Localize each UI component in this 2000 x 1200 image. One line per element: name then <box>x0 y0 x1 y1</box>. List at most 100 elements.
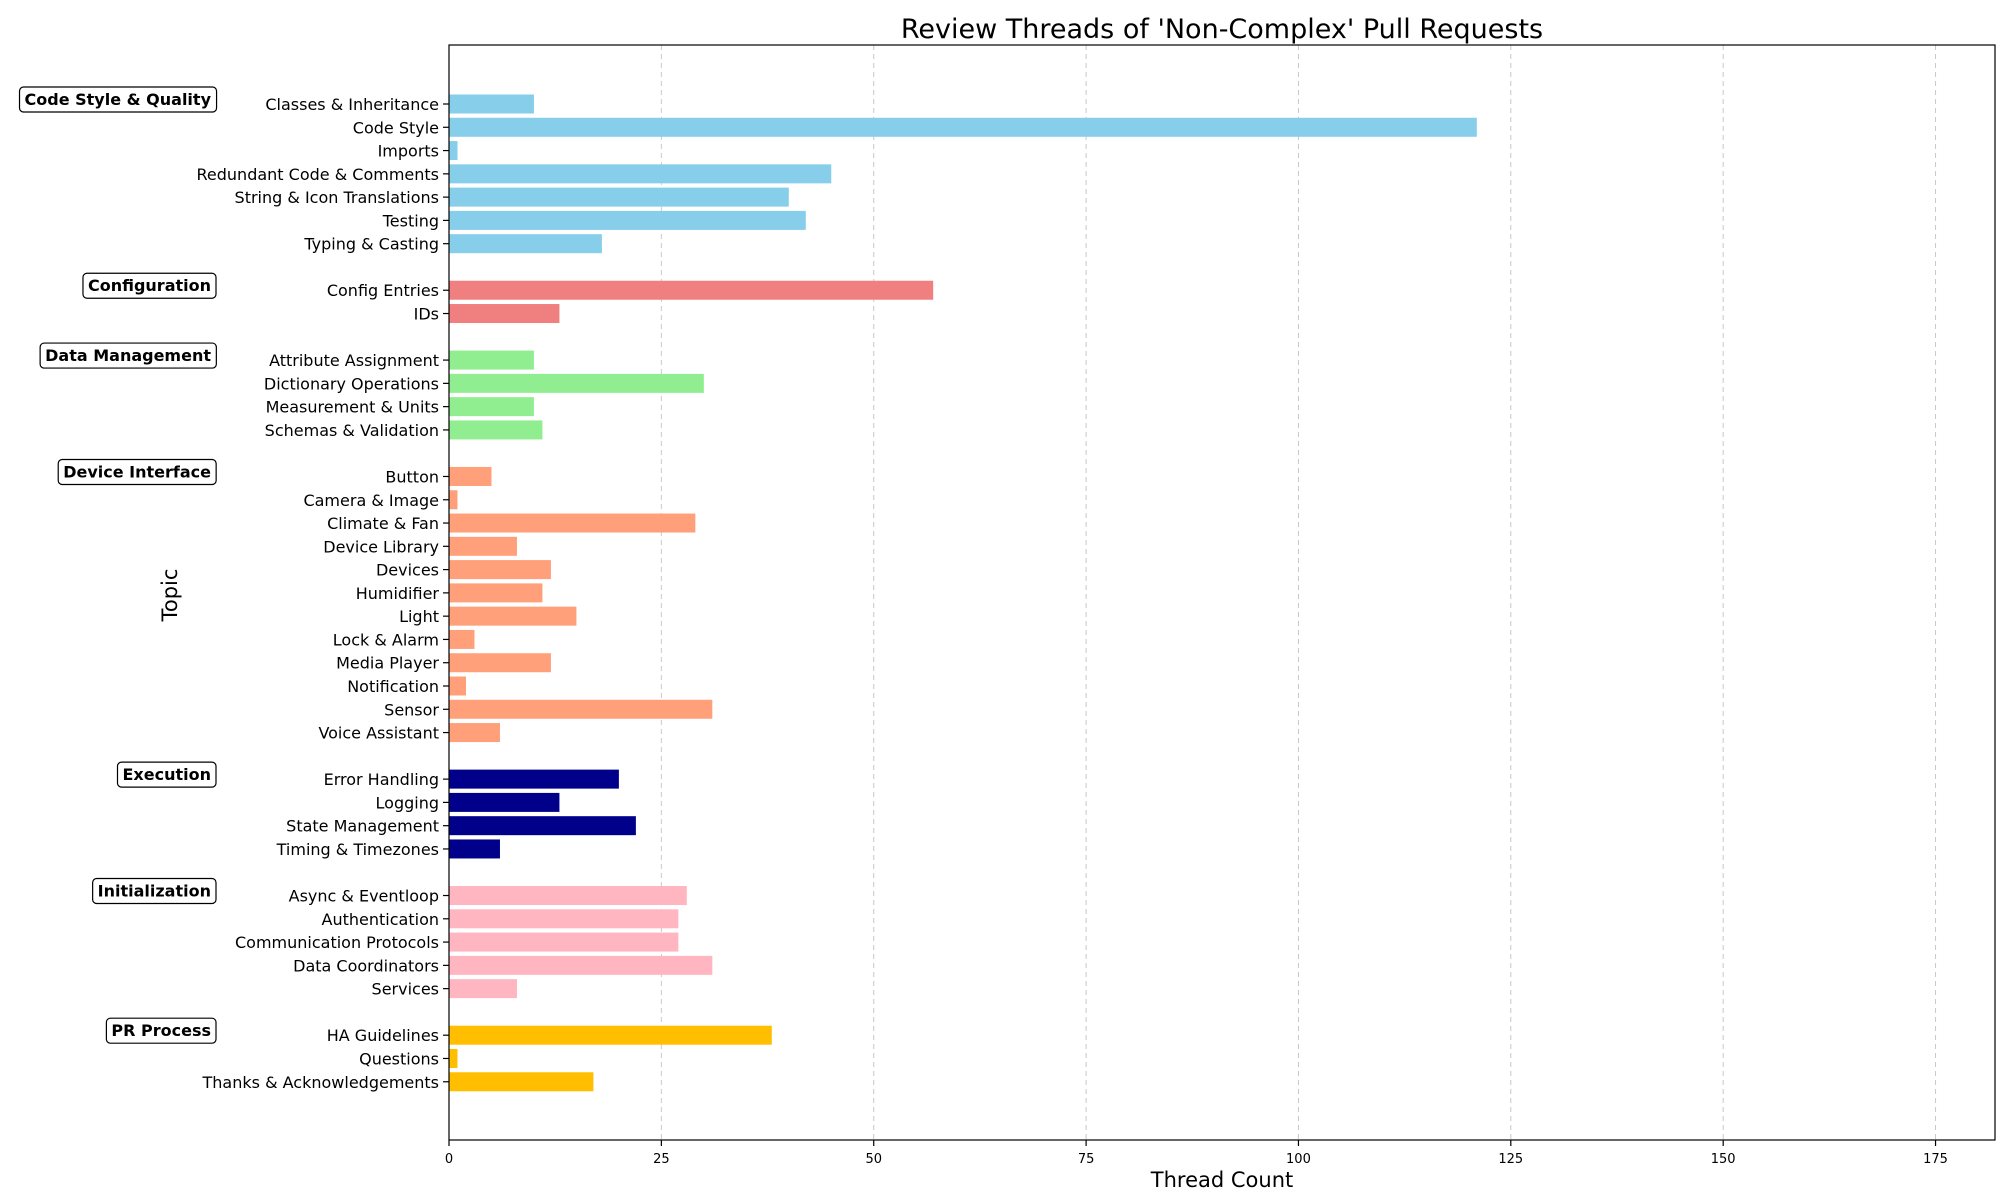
topic-label: Error Handling <box>324 770 439 789</box>
topic-label: Notification <box>347 677 439 696</box>
bar <box>449 536 517 556</box>
bar <box>449 909 679 929</box>
topic-label: Humidifier <box>356 584 440 603</box>
gridlines <box>660 45 1937 1140</box>
bar <box>449 979 517 999</box>
chart-title: Review Threads of 'Non-Complex' Pull Req… <box>901 14 1543 45</box>
bar <box>449 490 458 510</box>
bar <box>449 1048 458 1068</box>
topic-label: Testing <box>382 211 439 230</box>
topic-label: Attribute Assignment <box>269 351 439 370</box>
topic-label: Thanks & Acknowledgements <box>202 1073 439 1092</box>
group-label: Configuration <box>88 276 211 295</box>
topic-label: Timing & Timezones <box>276 840 439 859</box>
topic-label: Sensor <box>384 700 439 719</box>
bar <box>449 792 560 812</box>
bar <box>449 629 475 649</box>
x-ticks: 0 25 50 75 100 125 150 175 <box>445 1140 1948 1167</box>
bar <box>449 94 534 114</box>
bar <box>449 1072 594 1092</box>
topic-label: Imports <box>378 142 439 161</box>
topic-label: Camera & Image <box>303 491 439 510</box>
bar <box>449 1025 772 1045</box>
topic-label: Voice Assistant <box>318 724 439 743</box>
group-label-box <box>116 761 217 788</box>
topic-label: Questions <box>359 1049 439 1068</box>
bar <box>449 606 577 626</box>
topic-label: Communication Protocols <box>235 933 439 952</box>
x-tick-label: 175 <box>1923 1152 1948 1167</box>
bar <box>449 955 713 975</box>
bar <box>449 373 704 393</box>
topic-label: HA Guidelines <box>327 1026 439 1045</box>
bar <box>449 653 551 673</box>
topic-label: Code Style <box>353 118 439 137</box>
topic-label: Media Player <box>336 654 439 673</box>
group-label: Code Style & Quality <box>25 90 212 109</box>
bar <box>449 723 500 743</box>
group-label-box <box>39 342 217 369</box>
topic-label: Schemas & Validation <box>265 421 439 440</box>
x-tick-label: 0 <box>445 1152 453 1167</box>
topic-label: Data Coordinators <box>293 956 439 975</box>
topic-label: Config Entries <box>327 281 439 300</box>
x-axis-label: Thread Count <box>1150 1168 1293 1192</box>
bar <box>449 420 543 440</box>
group-labels: Code Style & Quality Configuration Data Ma… <box>18 86 218 1044</box>
bar <box>449 513 696 533</box>
bar <box>449 932 679 952</box>
topic-label: Authentication <box>322 910 439 929</box>
group-label-box <box>92 877 217 905</box>
y-axis-label: Topic <box>158 569 182 623</box>
bar <box>449 141 458 161</box>
bar <box>449 560 551 580</box>
group-label-box <box>18 86 218 113</box>
topic-label: Dictionary Operations <box>264 374 439 393</box>
topic-label: Services <box>372 980 439 999</box>
bar <box>449 187 789 207</box>
x-tick-label: 50 <box>865 1152 882 1167</box>
topic-label: Typing & Casting <box>303 235 439 254</box>
x-tick-label: 75 <box>1078 1152 1095 1167</box>
group-label-box <box>105 1017 217 1044</box>
topic-label: State Management <box>286 817 439 836</box>
topic-label: IDs <box>414 305 439 324</box>
bar <box>449 397 534 417</box>
x-tick-label: 150 <box>1711 1152 1736 1167</box>
topic-label: Logging <box>376 793 439 812</box>
x-tick-label: 125 <box>1498 1152 1523 1167</box>
x-tick-label: 100 <box>1286 1152 1311 1167</box>
topic-label: Light <box>399 607 439 626</box>
topic-labels: Classes & Inheritance Code Style Imports Re… <box>197 95 449 1092</box>
group-label-box <box>82 272 217 299</box>
group-label: Device Interface <box>63 462 211 481</box>
bar <box>449 466 492 486</box>
x-tick-label: 25 <box>653 1152 670 1167</box>
topic-label: Lock & Alarm <box>333 630 439 649</box>
topic-label: Measurement & Units <box>266 398 439 417</box>
group-label-box <box>57 458 217 486</box>
topic-label: String & Icon Translations <box>235 188 439 207</box>
bar <box>449 210 806 230</box>
group-label: Data Management <box>45 346 211 365</box>
group-label: PR Process <box>111 1021 211 1040</box>
topic-label: Climate & Fan <box>327 514 439 533</box>
bar <box>449 350 534 370</box>
bar <box>449 769 619 789</box>
bar <box>449 164 832 184</box>
bar <box>449 280 934 300</box>
group-label: Initialization <box>98 882 211 901</box>
bar <box>449 886 687 906</box>
bar <box>449 676 466 696</box>
bar <box>449 816 636 836</box>
bar <box>449 699 713 719</box>
topic-label: Async & Eventloop <box>289 887 439 906</box>
bar <box>449 583 543 603</box>
bar <box>449 117 1477 137</box>
bar <box>449 234 602 254</box>
topic-label: Device Library <box>323 537 439 556</box>
plot-frame <box>448 44 1996 1141</box>
group-label: Execution <box>123 765 212 784</box>
bar <box>449 304 560 324</box>
